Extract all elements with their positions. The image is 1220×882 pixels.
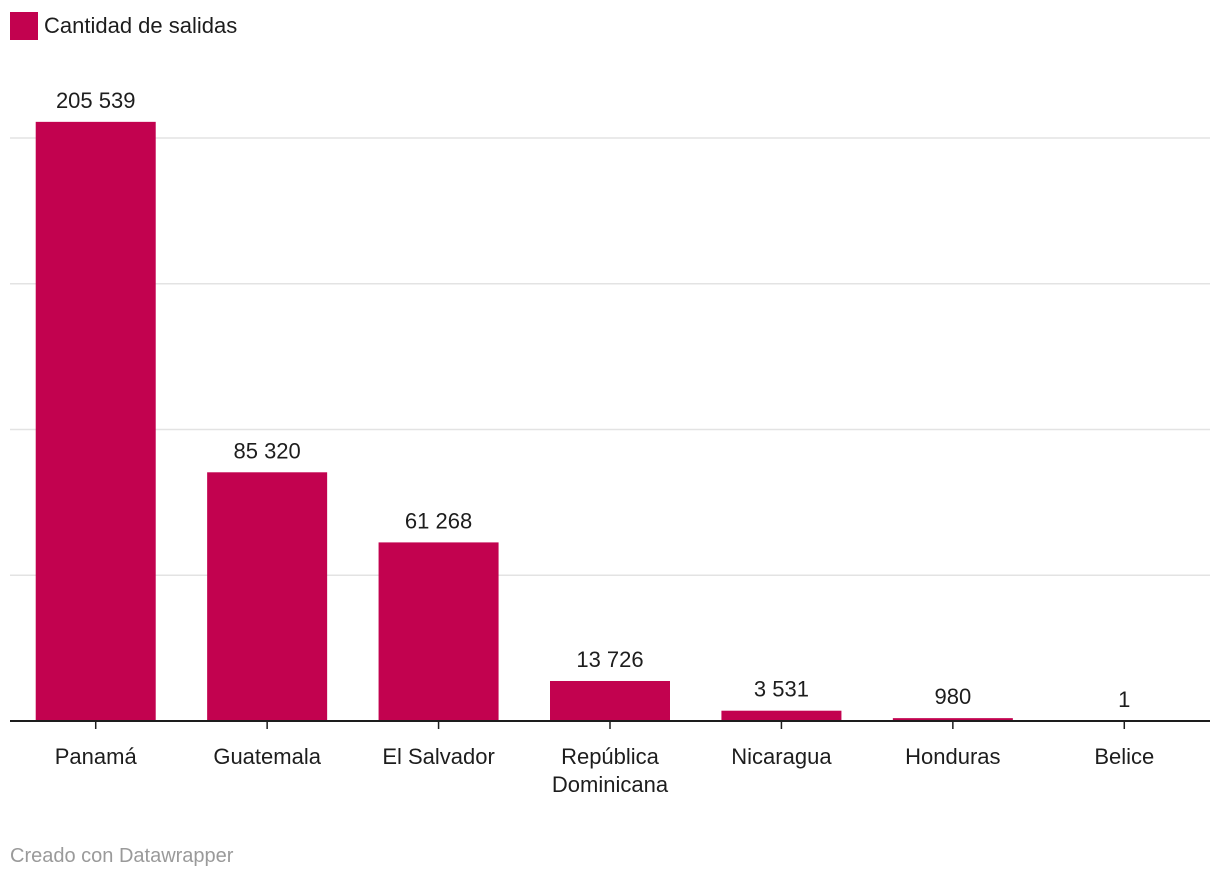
category-label: Panamá: [55, 744, 138, 769]
category-label: Belice: [1094, 744, 1154, 769]
bar: [892, 718, 1013, 721]
value-label: 85 320: [233, 438, 300, 463]
value-label: 205 539: [56, 88, 136, 113]
bar: [35, 121, 156, 721]
legend-label: Cantidad de salidas: [44, 13, 238, 38]
value-label: 1: [1118, 687, 1130, 712]
category-label: Guatemala: [213, 744, 321, 769]
bar: [550, 680, 670, 721]
bar: [207, 472, 328, 721]
category-label: Nicaragua: [731, 744, 832, 769]
category-label: El Salvador: [382, 744, 495, 769]
bar: [721, 710, 842, 721]
footer-credit: Creado con Datawrapper: [10, 845, 234, 867]
value-label: 980: [934, 684, 971, 709]
value-label: 13 726: [576, 647, 643, 672]
legend-swatch: [10, 12, 38, 40]
legend: Cantidad de salidas: [10, 12, 237, 40]
category-label: Dominicana: [552, 772, 669, 797]
value-label: 3 531: [754, 677, 809, 702]
category-label: Honduras: [905, 744, 1000, 769]
value-label: 61 268: [405, 508, 472, 533]
category-label: República: [561, 744, 660, 769]
bar: [378, 542, 499, 721]
